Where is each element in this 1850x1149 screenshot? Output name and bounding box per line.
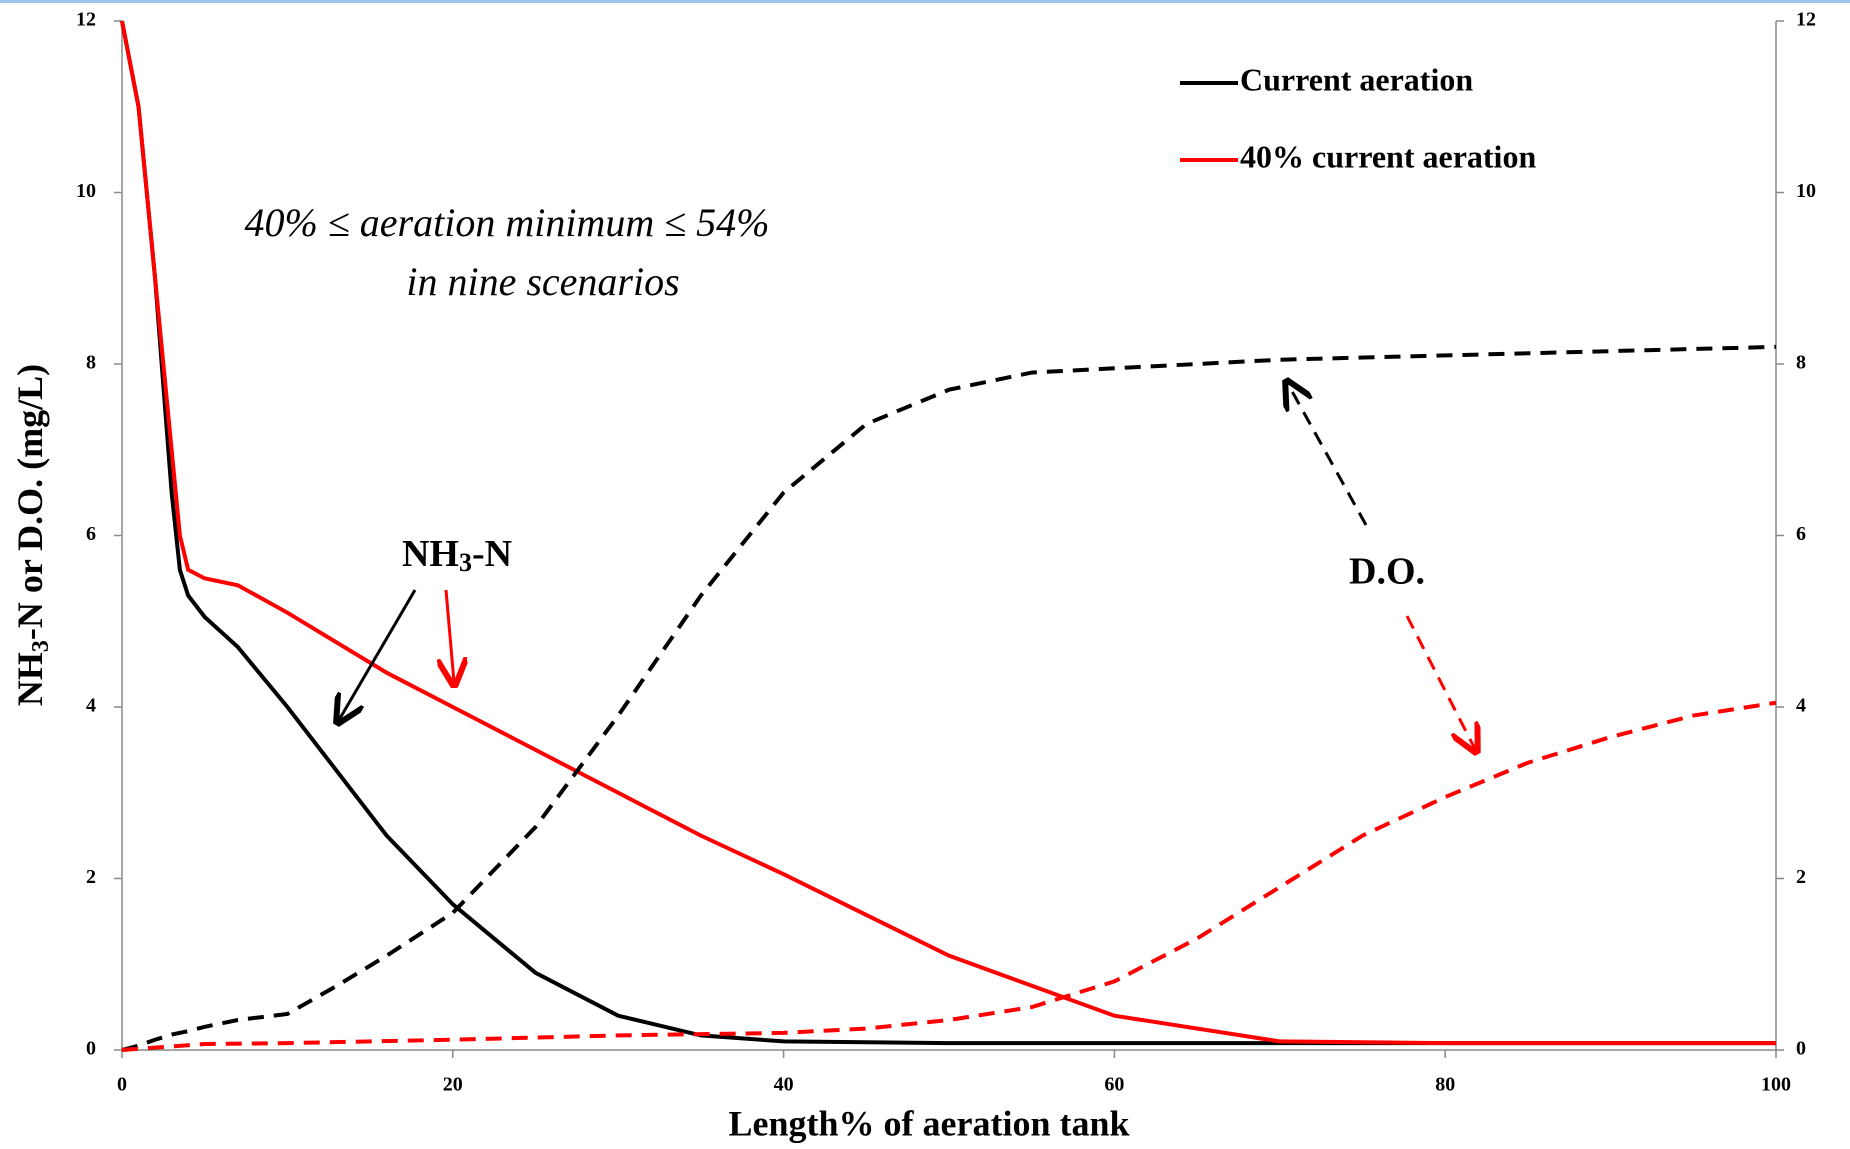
y2-tick-label: 10 xyxy=(1796,180,1816,202)
y-tick-label: 2 xyxy=(86,866,96,888)
legend-label: 40% current aeration xyxy=(1240,138,1536,174)
series-line xyxy=(120,20,1776,1046)
annotation: NH3-N xyxy=(402,533,512,577)
y-tick-label: 0 xyxy=(86,1038,96,1060)
annotation-part: -N xyxy=(472,533,512,575)
y2-tick-label: 4 xyxy=(1796,695,1806,717)
arrow xyxy=(339,589,417,720)
x-tick-label: 20 xyxy=(443,1074,463,1096)
y-tick-label: 8 xyxy=(86,352,96,374)
annotation-part: NH xyxy=(402,533,459,575)
x-tick-label: 60 xyxy=(1104,1074,1124,1096)
arrow xyxy=(1288,384,1368,526)
series-line xyxy=(121,700,1777,1052)
y2-tick-label: 8 xyxy=(1796,352,1806,374)
arrow xyxy=(446,589,454,682)
y2-tick-label: 12 xyxy=(1796,9,1816,31)
y-title-part: -N or D.O. (mg/L) xyxy=(10,364,50,640)
y-tick-label: 6 xyxy=(86,523,96,545)
plot: 0 2 4 6 8 10 12 0 2 4 6 8 10 12 0 20 40 60 80 100 Current ae… xyxy=(76,9,1816,1096)
series-line xyxy=(121,344,1777,1052)
top-border xyxy=(0,0,1850,3)
x-tick-label: 40 xyxy=(774,1074,794,1096)
y-title-part: 3 xyxy=(28,640,54,652)
x-tick-label: 100 xyxy=(1761,1074,1791,1096)
arrow xyxy=(1405,615,1475,749)
x-tick-label: 0 xyxy=(117,1074,127,1096)
annotation: in nine scenarios xyxy=(406,259,679,304)
y-axis-title: NH3-N or D.O. (mg/L) xyxy=(10,364,53,706)
annotation: 40% ≤ aeration minimum ≤ 54% xyxy=(245,200,770,245)
y2-tick-label: 6 xyxy=(1796,523,1806,545)
legend-label: Current aeration xyxy=(1240,61,1473,97)
series-line xyxy=(120,20,1776,1046)
y-title-part: NH xyxy=(10,652,50,706)
x-axis-title: Length% of aeration tank xyxy=(728,1103,1129,1143)
y-tick-label: 4 xyxy=(86,695,96,717)
x-tick-label: 80 xyxy=(1435,1074,1455,1096)
annotation-part: 3 xyxy=(459,548,472,577)
y-tick-label: 10 xyxy=(76,180,96,202)
y2-tick-label: 2 xyxy=(1796,866,1806,888)
y2-tick-label: 0 xyxy=(1796,1038,1806,1060)
y-tick-label: 12 xyxy=(76,9,96,31)
annotation: D.O. xyxy=(1349,551,1425,593)
